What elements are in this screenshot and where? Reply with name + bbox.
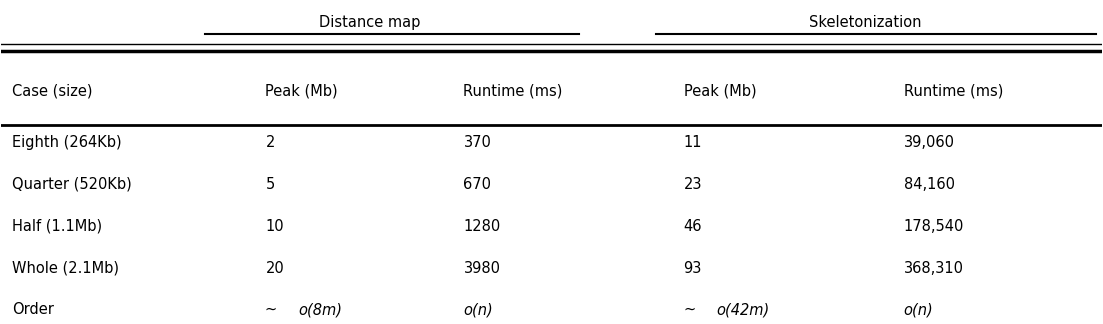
Text: o(n): o(n): [463, 302, 493, 317]
Text: Distance map: Distance map: [319, 15, 420, 30]
Text: 3980: 3980: [463, 260, 501, 275]
Text: Case (size): Case (size): [12, 84, 93, 99]
Text: Order: Order: [12, 302, 54, 317]
Text: Quarter (520Kb): Quarter (520Kb): [12, 177, 132, 192]
Text: o(n): o(n): [903, 302, 933, 317]
Text: 93: 93: [684, 260, 702, 275]
Text: 5: 5: [266, 177, 275, 192]
Text: o(8m): o(8m): [299, 302, 342, 317]
Text: 368,310: 368,310: [903, 260, 964, 275]
Text: 46: 46: [684, 219, 702, 234]
Text: 20: 20: [266, 260, 285, 275]
Text: o(42m): o(42m): [717, 302, 770, 317]
Text: 23: 23: [684, 177, 702, 192]
Text: 178,540: 178,540: [903, 219, 964, 234]
Text: Eighth (264Kb): Eighth (264Kb): [12, 135, 122, 150]
Text: ~: ~: [684, 302, 700, 317]
Text: 11: 11: [684, 135, 702, 150]
Text: Runtime (ms): Runtime (ms): [903, 84, 1003, 99]
Text: Skeletonization: Skeletonization: [808, 15, 921, 30]
Text: 1280: 1280: [463, 219, 501, 234]
Text: Peak (Mb): Peak (Mb): [684, 84, 757, 99]
Text: Half (1.1Mb): Half (1.1Mb): [12, 219, 103, 234]
Text: 39,060: 39,060: [903, 135, 954, 150]
Text: 10: 10: [266, 219, 285, 234]
Text: Whole (2.1Mb): Whole (2.1Mb): [12, 260, 119, 275]
Text: Peak (Mb): Peak (Mb): [266, 84, 338, 99]
Text: 84,160: 84,160: [903, 177, 954, 192]
Text: Runtime (ms): Runtime (ms): [463, 84, 563, 99]
Text: 2: 2: [266, 135, 275, 150]
Text: ~: ~: [266, 302, 282, 317]
Text: 370: 370: [463, 135, 491, 150]
Text: 670: 670: [463, 177, 492, 192]
